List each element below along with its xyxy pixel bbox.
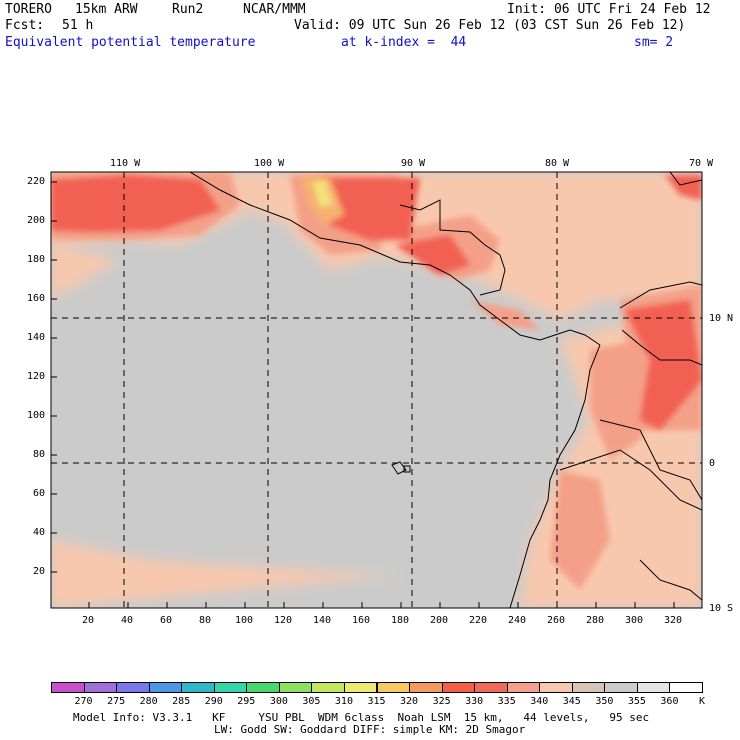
colorbar-label: 360 xyxy=(660,696,679,707)
colorbar-label: 350 xyxy=(595,696,614,707)
colorbar-swatch xyxy=(343,682,378,693)
map-frame xyxy=(50,171,703,609)
lon-label-110w: 110 W xyxy=(110,158,141,169)
x-tick-label: 320 xyxy=(664,615,683,626)
x-tick-label: 180 xyxy=(391,615,410,626)
y-tick-label: 100 xyxy=(26,410,45,421)
colorbar-label: 305 xyxy=(302,696,321,707)
colorbar-label: 330 xyxy=(465,696,484,707)
colorbar-swatch xyxy=(181,682,215,693)
colorbar-label: 280 xyxy=(139,696,158,707)
y-tick-label: 40 xyxy=(32,527,45,538)
colorbar-label: 290 xyxy=(204,696,223,707)
y-tick-label: 80 xyxy=(32,449,45,460)
colorbar-swatch xyxy=(474,682,508,693)
smoothing-info: sm= 2 xyxy=(634,35,674,50)
colorbar-swatch xyxy=(246,682,280,693)
x-tick-label: 300 xyxy=(625,615,644,626)
forecast-label: Fcst: xyxy=(5,18,45,33)
model-resolution: 15km ARW xyxy=(75,2,138,17)
valid-time: Valid: 09 UTC Sun 26 Feb 12 (03 CST Sun … xyxy=(294,18,686,33)
colorbar-label: 270 xyxy=(74,696,93,707)
colorbar-unit: K xyxy=(698,696,706,707)
colorbar-swatch xyxy=(116,682,150,693)
x-tick-label: 40 xyxy=(121,615,134,626)
colorbar-label: 335 xyxy=(497,696,516,707)
colorbar-swatch xyxy=(311,682,345,693)
colorbar-label: 275 xyxy=(107,696,126,707)
lon-label-100w: 100 W xyxy=(254,158,285,169)
band-315k xyxy=(312,180,333,208)
x-tick-label: 220 xyxy=(469,615,488,626)
lon-label-70w: 70 W xyxy=(689,158,714,169)
y-tick-label: 20 xyxy=(32,566,45,577)
x-tick-label: 80 xyxy=(199,615,212,626)
physics-info: LW: Godd SW: Goddard DIFF: simple KM: 2D… xyxy=(214,723,526,736)
colorbar-swatch xyxy=(604,682,638,693)
y-tick-label: 140 xyxy=(26,332,45,343)
x-tick-label: 240 xyxy=(508,615,527,626)
band-330k xyxy=(51,175,702,430)
lon-label-80w: 80 W xyxy=(545,158,570,169)
colorbar-swatch xyxy=(83,682,118,693)
model-info: Model Info: V3.3.1 KF YSU PBL WDM 6class… xyxy=(73,711,650,724)
colorbar-swatch xyxy=(539,682,573,693)
x-tick-label: 120 xyxy=(274,615,293,626)
colorbar-label: 340 xyxy=(530,696,549,707)
y-tick-label: 160 xyxy=(26,293,45,304)
axis-ticks xyxy=(51,181,675,608)
y-tick-label: 220 xyxy=(26,176,45,187)
colorbar-swatch xyxy=(376,682,411,693)
colorbar-swatch xyxy=(506,682,541,693)
colorbar-swatch xyxy=(278,682,313,693)
field-name: Equivalent potential temperature xyxy=(5,35,256,50)
colorbar-label: 300 xyxy=(269,696,288,707)
colorbar-label: 315 xyxy=(367,696,386,707)
field-layer xyxy=(51,172,702,608)
x-tick-label: 60 xyxy=(160,615,173,626)
colorbar-label: 310 xyxy=(334,696,353,707)
coastlines xyxy=(189,172,702,608)
colorbar-swatch xyxy=(51,682,85,693)
graticule xyxy=(51,172,702,608)
x-tick-label: 20 xyxy=(82,615,95,626)
x-tick-label: 260 xyxy=(547,615,566,626)
x-tick-label: 200 xyxy=(430,615,449,626)
lat-label-0: 0 xyxy=(709,458,716,469)
y-tick-label: 120 xyxy=(26,371,45,382)
colorbar-label: 345 xyxy=(562,696,581,707)
model-org: NCAR/MMM xyxy=(243,2,306,17)
model-run: Run2 xyxy=(172,2,204,17)
colorbar-label: 320 xyxy=(400,696,419,707)
y-tick-label: 200 xyxy=(26,215,45,226)
colorbar-swatch xyxy=(409,682,443,693)
lon-label-90w: 90 W xyxy=(401,158,426,169)
y-tick-label: 60 xyxy=(32,488,45,499)
colorbar-swatch xyxy=(441,682,476,693)
forecast-hour: 51 h xyxy=(62,18,94,33)
lat-label-10s: 10 S xyxy=(709,603,734,614)
lat-label-10n: 10 N xyxy=(709,313,734,324)
colorbar-label: 325 xyxy=(432,696,451,707)
init-time: Init: 06 UTC Fri 24 Feb 12 xyxy=(507,2,711,17)
x-tick-label: 160 xyxy=(352,615,371,626)
colorbar-swatch xyxy=(571,682,606,693)
x-tick-label: 280 xyxy=(586,615,605,626)
model-name: TORERO xyxy=(5,2,52,17)
colorbar-swatch xyxy=(148,682,183,693)
x-tick-label: 140 xyxy=(313,615,332,626)
colorbar-swatch xyxy=(636,682,671,693)
colorbar-swatch xyxy=(213,682,248,693)
colorbar-swatch xyxy=(669,682,703,693)
colorbar-label: 355 xyxy=(627,696,646,707)
y-tick-label: 180 xyxy=(26,254,45,265)
colorbar-label: 295 xyxy=(237,696,256,707)
x-tick-label: 100 xyxy=(235,615,254,626)
level-info: at k-index = 44 xyxy=(341,35,467,50)
colorbar-label: 285 xyxy=(172,696,191,707)
